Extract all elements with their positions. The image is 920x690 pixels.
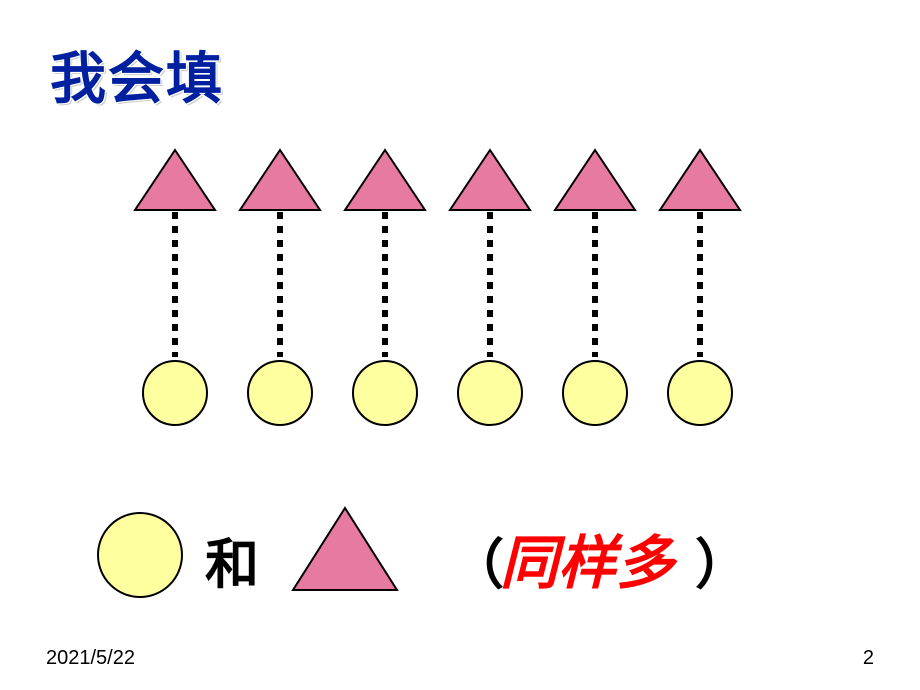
triangle-icon bbox=[555, 150, 635, 210]
answer-text: 同样多 bbox=[500, 516, 674, 600]
and-label: 和 bbox=[205, 520, 259, 599]
pair-item bbox=[660, 150, 750, 440]
pair-item bbox=[240, 150, 330, 440]
triangle-icon bbox=[450, 150, 530, 210]
paren-open: （ bbox=[450, 520, 504, 599]
pair-item bbox=[450, 150, 540, 440]
circle-icon bbox=[95, 510, 185, 600]
triangle-icon bbox=[240, 150, 320, 210]
triangle-icon bbox=[660, 150, 740, 210]
circle-icon bbox=[143, 361, 207, 425]
circle-icon bbox=[458, 361, 522, 425]
answer-line: 和 （ 同样多 ） bbox=[95, 500, 825, 610]
paren-close: ） bbox=[695, 520, 749, 599]
triangle-icon bbox=[285, 500, 405, 600]
circle-icon bbox=[248, 361, 312, 425]
pair-item bbox=[135, 150, 225, 440]
page-title: 我会填 bbox=[50, 34, 224, 115]
triangle-icon bbox=[345, 150, 425, 210]
circle-icon bbox=[668, 361, 732, 425]
footer-date: 2021/5/22 bbox=[46, 647, 135, 670]
pair-item bbox=[345, 150, 435, 440]
footer-page: 2 bbox=[863, 647, 874, 670]
circle-icon bbox=[353, 361, 417, 425]
slide: 我会填 和 （ 同样多 ） 2021/5/22 2 bbox=[0, 0, 920, 690]
matching-pairs-area bbox=[135, 150, 795, 440]
triangle-icon bbox=[135, 150, 215, 210]
pair-item bbox=[555, 150, 645, 440]
circle-icon bbox=[563, 361, 627, 425]
